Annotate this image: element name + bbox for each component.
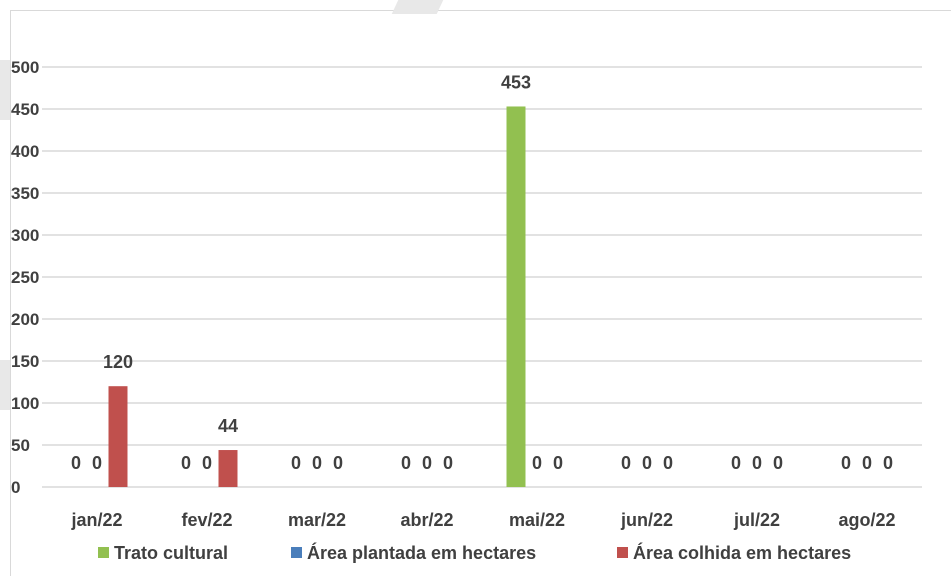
- data-label: 120: [103, 352, 133, 372]
- data-label: 0: [443, 453, 453, 473]
- x-axis-ticks: jan/22 fev/22 mar/22 abr/22 mai/22 jun/22 jul/…: [70, 510, 895, 530]
- data-label: 0: [291, 453, 301, 473]
- data-label: 0: [553, 453, 563, 473]
- legend: Trato cultural Área plantada em hectares Á…: [98, 542, 851, 563]
- data-label: 0: [841, 453, 851, 473]
- x-tick-label: jun/22: [620, 510, 673, 530]
- data-label: 0: [92, 453, 102, 473]
- y-tick-label: 200: [11, 310, 39, 329]
- y-tick-label: 50: [11, 436, 30, 455]
- background-shape-left: [0, 60, 10, 120]
- legend-swatch: [98, 547, 109, 558]
- x-tick-label: jan/22: [70, 510, 122, 530]
- legend-label: Área plantada em hectares: [307, 542, 536, 563]
- data-label: 0: [422, 453, 432, 473]
- data-label: 0: [883, 453, 893, 473]
- data-label: 0: [71, 453, 81, 473]
- data-label: 0: [621, 453, 631, 473]
- legend-label: Trato cultural: [114, 543, 228, 563]
- y-tick-label: 250: [11, 268, 39, 287]
- x-tick-label: jul/22: [733, 510, 780, 530]
- y-axis-ticks: 0 50 100 150 200 250 300 350 400 450 500: [11, 58, 39, 497]
- legend-swatch: [291, 547, 302, 558]
- data-label: 0: [312, 453, 322, 473]
- bars: [108, 106, 526, 487]
- gridlines: [42, 66, 922, 488]
- chart-frame: [10, 10, 951, 576]
- data-label: 0: [642, 453, 652, 473]
- y-tick-label: 500: [11, 58, 39, 77]
- x-tick-label: fev/22: [181, 510, 232, 530]
- y-tick-label: 100: [11, 394, 39, 413]
- bar: [506, 106, 526, 487]
- y-tick-label: 300: [11, 226, 39, 245]
- data-label: 0: [773, 453, 783, 473]
- bar: [218, 450, 238, 487]
- data-label: 453: [501, 72, 531, 92]
- data-label: 0: [532, 453, 542, 473]
- data-label: 0: [181, 453, 191, 473]
- legend-swatch: [617, 547, 628, 558]
- x-tick-label: ago/22: [838, 510, 895, 530]
- data-label: 0: [401, 453, 411, 473]
- y-tick-label: 150: [11, 352, 39, 371]
- background-shape-left-lower: [0, 360, 10, 410]
- bar: [108, 386, 128, 487]
- legend-label: Área colhida em hectares: [633, 542, 851, 563]
- data-label: 0: [202, 453, 212, 473]
- data-label: 0: [663, 453, 673, 473]
- y-tick-label: 0: [11, 478, 20, 497]
- data-label: 0: [752, 453, 762, 473]
- data-label: 44: [218, 416, 238, 436]
- y-tick-label: 350: [11, 184, 39, 203]
- x-tick-label: mai/22: [509, 510, 565, 530]
- data-label: 0: [333, 453, 343, 473]
- x-tick-label: abr/22: [400, 510, 453, 530]
- data-label: 0: [731, 453, 741, 473]
- data-label: 0: [862, 453, 872, 473]
- y-tick-label: 400: [11, 142, 39, 161]
- y-tick-label: 450: [11, 100, 39, 119]
- x-tick-label: mar/22: [288, 510, 346, 530]
